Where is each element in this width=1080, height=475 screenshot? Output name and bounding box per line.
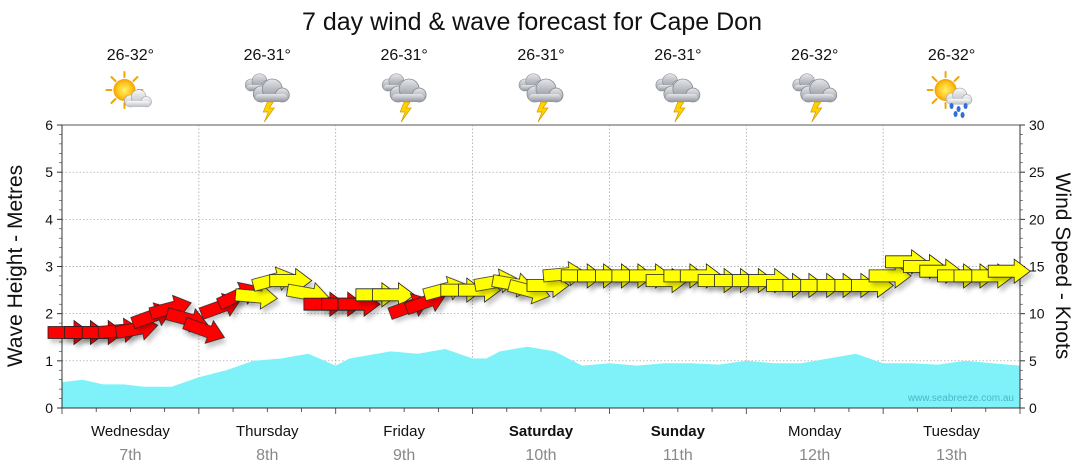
day-temperature-label: 26-32° [928,47,975,64]
y-axis-right-label: Wind Speed - Knots [1051,173,1074,360]
rain-drop-icon [953,111,958,117]
y-tick-left-label: 0 [45,400,53,416]
x-axis-day-labels: Wednesday 7th Thursday 8th Friday 9th Saturday… [91,423,981,464]
day-date-label: 13th [936,447,967,464]
lightning-storm-icon [792,73,838,123]
day-name-label: Thursday [236,423,299,440]
wind-arrow [182,316,225,344]
wind-arrow-shape [987,258,1031,285]
wind-arrow [371,281,416,308]
day-name-label: Friday [383,423,425,440]
lightning-storm-icon [381,73,427,123]
watermark: www.seabreeze.com.au [907,393,1014,404]
wind-arrow-shape [868,263,912,289]
wind-arrow [987,258,1031,285]
y-axis-left-label: Wave Height - Metres [4,165,27,367]
axes: 0 1 2 3 4 5 6 0 5 10 15 20 25 30 [45,117,1045,416]
rain-drop-icon [963,103,968,109]
wind-arrow [868,263,912,289]
day-temperature-label: 26-32° [791,47,838,64]
wind-arrow-shape [371,281,416,308]
y-tick-right-label: 25 [1029,164,1045,180]
y-tick-left-label: 1 [45,353,53,369]
wave-height-area-layer [62,346,1020,408]
y-tick-right-label: 10 [1029,306,1045,322]
y-tick-right-label: 15 [1029,259,1045,275]
y-tick-left-label: 5 [45,164,53,180]
chart-title: 7 day wind & wave forecast for Cape Don [302,8,762,36]
wave-height-area [62,346,1020,408]
lightning-storm-icon [655,73,701,123]
y-tick-left-label: 2 [45,306,53,322]
wind-arrow-shape [182,316,225,344]
storm-cloud-icon [244,73,290,123]
day-date-label: 10th [525,447,556,464]
rain-drop-icon [960,112,965,118]
day-weather-header: 26-32° 26-31° 26-31° 26-31° 26-31° 26-32° 26-3… [105,47,975,123]
y-tick-right-label: 5 [1029,353,1037,369]
day-temperature-label: 26-32° [107,47,154,64]
day-temperature-label: 26-31° [380,47,427,64]
day-date-label: 12th [799,447,830,464]
day-temperature-label: 26-31° [244,47,291,64]
day-date-label: 11th [663,447,693,464]
y-tick-left-label: 4 [45,211,53,227]
storm-cloud-icon [381,73,427,123]
day-name-label: Monday [788,423,842,440]
y-tick-right-label: 20 [1029,211,1045,227]
day-name-label: Saturday [509,423,574,440]
day-name-label: Tuesday [923,423,980,440]
y-tick-right-label: 30 [1029,117,1045,133]
lightning-storm-icon [244,73,290,123]
day-date-label: 7th [119,447,141,464]
wind-arrows-layer [47,248,1031,346]
y-tick-left-label: 6 [45,117,53,133]
rain-drop-icon [949,103,954,109]
day-name-label: Sunday [651,423,706,440]
lightning-storm-icon [518,73,564,123]
wind-arrow [234,284,279,310]
storm-cloud-icon [518,73,564,123]
day-temperature-label: 26-31° [654,47,701,64]
storm-cloud-icon [655,73,701,123]
y-tick-right-label: 0 [1029,400,1037,416]
day-temperature-label: 26-31° [517,47,564,64]
partly-cloudy-sun-icon [105,71,152,109]
day-date-label: 8th [256,447,278,464]
rain-drop-icon [956,106,961,112]
y-tick-left-label: 3 [45,259,53,275]
day-date-label: 9th [393,447,415,464]
storm-cloud-icon [792,73,838,123]
wind-arrow-shape [234,284,279,310]
day-name-label: Wednesday [91,423,170,440]
sun-rain-icon [926,71,973,118]
